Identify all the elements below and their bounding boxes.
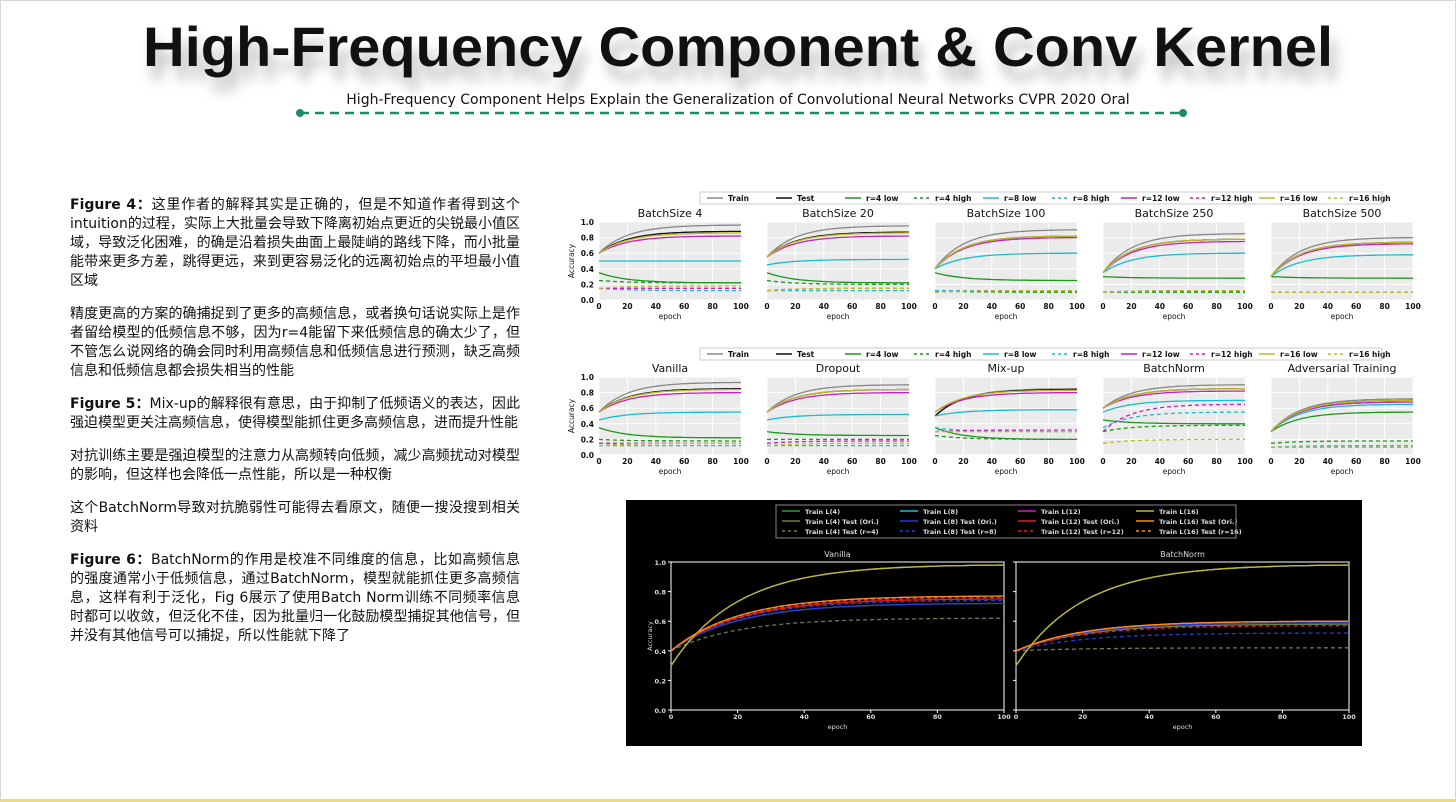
paragraph-text: 精度更高的方案的确捕捉到了更多的高频信息，或者换句话说实际上是作者留给模型的低频… [70,306,520,379]
paragraph-text: BatchNorm的作用是校准不同维度的信息，比如高频信息的强度通常小于低频信息… [70,552,520,644]
figure-label: Figure 6： [70,552,151,568]
paragraph: 这个BatchNorm导致对抗脆弱性可能得去看原文，随便一搜没搜到相关资料 [70,499,520,537]
paragraph-text: 这个BatchNorm导致对抗脆弱性可能得去看原文，随便一搜没搜到相关资料 [70,500,520,535]
paragraph-text: 这里作者的解释其实是正确的，但是不知道作者得到这个intuition的过程，实际… [70,197,521,289]
paragraph-text: 对抗训练主要是强迫模型的注意力从高频转向低频，减少高频扰动对模型的影响，但这样也… [70,448,520,483]
figure-label: Figure 4： [70,197,152,213]
paragraph: Figure 5：Mix-up的解释很有意思，由于抑制了低频语义的表达，因此强迫… [70,395,520,433]
figure-label: Figure 5： [70,396,150,412]
paragraph-text: Mix-up的解释很有意思，由于抑制了低频语义的表达，因此强迫模型更关注高频信息… [70,396,520,431]
subtitle: High-Frequency Component Helps Explain t… [346,92,1129,108]
paragraph: Figure 6：BatchNorm的作用是校准不同维度的信息，比如高频信息的强… [70,551,520,646]
divider-dot [296,109,304,117]
title: High-Frequency Component & Conv Kernel [143,15,1333,78]
divider-dot [1179,109,1187,117]
paragraph: 对抗训练主要是强迫模型的注意力从高频转向低频，减少高频扰动对模型的影响，但这样也… [70,447,520,485]
paragraph: 精度更高的方案的确捕捉到了更多的高频信息，或者换句话说实际上是作者留给模型的低频… [70,305,520,381]
header: High-Frequency Component & Conv Kernel H… [143,15,1333,117]
notes: Figure 4：这里作者的解释其实是正确的，但是不知道作者得到这个intuit… [70,196,520,660]
paragraph: Figure 4：这里作者的解释其实是正确的，但是不知道作者得到这个intuit… [70,196,520,291]
